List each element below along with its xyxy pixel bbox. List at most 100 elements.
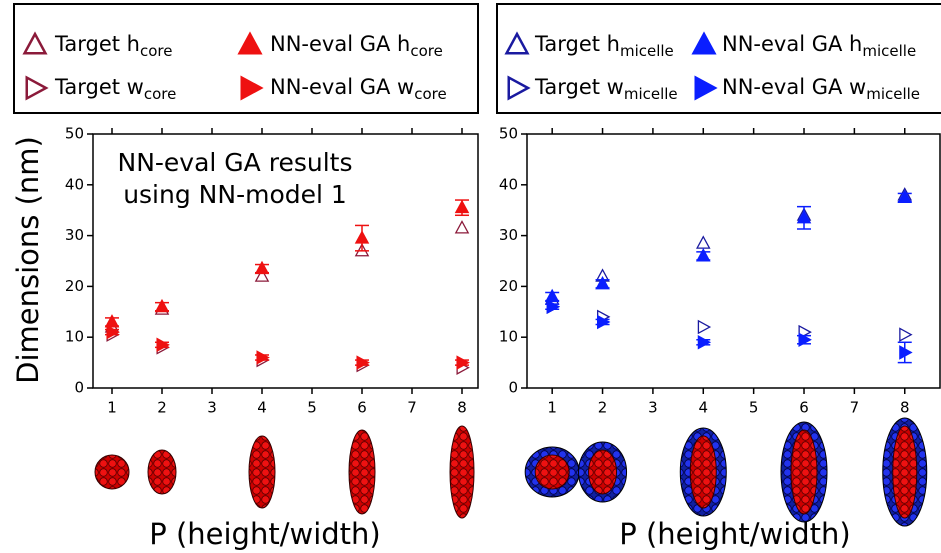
legend-box xyxy=(13,3,479,114)
data-point xyxy=(899,345,913,360)
data-point xyxy=(697,319,712,335)
y-tick-label: 50 xyxy=(499,125,518,143)
data-point xyxy=(696,235,711,249)
y-tick-label: 10 xyxy=(499,328,518,346)
legend-name: NN-eval GA h xyxy=(722,32,862,56)
data-point xyxy=(354,230,370,244)
legend-subscript: micelle xyxy=(866,85,920,103)
x-tick-label: 8 xyxy=(457,399,467,417)
legend-marker xyxy=(507,75,531,101)
x-tick-label: 1 xyxy=(107,399,117,417)
data-point xyxy=(697,335,712,350)
x-tick-label: 6 xyxy=(357,399,367,417)
legend-name: Target w xyxy=(534,75,624,99)
legend-subscript: micelle xyxy=(624,85,678,103)
legend-name: Target w xyxy=(54,75,144,99)
legend-marker xyxy=(694,75,718,101)
x-axis-label: P (height/width) xyxy=(149,517,380,551)
data-point xyxy=(256,350,270,365)
x-tick-label: 2 xyxy=(157,399,167,417)
legend-subscript: micelle xyxy=(862,42,916,60)
particle-core xyxy=(449,425,475,519)
data-point xyxy=(156,337,170,353)
y-tick-label: 40 xyxy=(65,175,84,193)
y-tick-label: 20 xyxy=(65,277,84,295)
x-tick-label: 4 xyxy=(257,399,267,417)
y-tick-label: 10 xyxy=(65,328,84,346)
legend-name: NN-eval GA w xyxy=(270,75,414,99)
legend-label: NN-eval GA wcore xyxy=(270,75,447,103)
legend-subscript: core xyxy=(410,42,443,60)
legend-marker xyxy=(25,75,49,101)
y-tick-label: 40 xyxy=(499,175,518,193)
y-tick-label: 0 xyxy=(508,379,518,397)
data-point xyxy=(356,355,370,370)
data-point xyxy=(454,199,470,214)
legend-marker xyxy=(691,31,717,55)
legend-name: Target h xyxy=(534,32,620,56)
annotation: NN-eval GA results xyxy=(118,148,353,177)
legend-subscript: micelle xyxy=(620,42,674,60)
y-tick-label: 30 xyxy=(65,226,84,244)
particle-core xyxy=(248,435,276,509)
data-point xyxy=(456,355,470,370)
legend-subscript: core xyxy=(140,42,173,60)
x-tick-label: 5 xyxy=(749,399,759,417)
legend-label: Target wcore xyxy=(54,75,176,103)
data-point xyxy=(354,242,370,257)
particle-core xyxy=(588,449,618,495)
y-tick-label: 50 xyxy=(65,125,84,143)
data-point xyxy=(798,332,812,348)
legend-marker xyxy=(22,31,48,55)
legend-name: Target h xyxy=(54,32,140,56)
plot-frame xyxy=(92,133,479,389)
data-point xyxy=(595,275,610,290)
data-point xyxy=(254,268,270,282)
x-axis-label: P (height/width) xyxy=(619,517,850,551)
particle-core xyxy=(147,449,177,495)
data-point xyxy=(254,260,270,275)
legend-label: Target wmicelle xyxy=(534,75,678,103)
data-point xyxy=(796,209,812,224)
x-tick-label: 3 xyxy=(648,399,658,417)
x-tick-label: 3 xyxy=(207,399,217,417)
legend-name: NN-eval GA w xyxy=(722,75,866,99)
legend-label: NN-eval GA hcore xyxy=(270,32,443,60)
x-tick-label: 7 xyxy=(850,399,860,417)
legend-marker xyxy=(504,31,530,55)
particle-core xyxy=(892,425,918,519)
legend-subscript: core xyxy=(414,85,447,103)
particle-core xyxy=(790,429,818,515)
x-tick-label: 6 xyxy=(799,399,809,417)
y-tick-label: 0 xyxy=(74,379,84,397)
x-tick-label: 8 xyxy=(900,399,910,417)
data-point xyxy=(454,220,470,234)
annotation: using NN-model 1 xyxy=(123,180,347,209)
data-point xyxy=(897,189,913,204)
legend-subscript: core xyxy=(144,85,177,103)
x-tick-label: 2 xyxy=(598,399,608,417)
data-point xyxy=(597,314,611,330)
legend-name: NN-eval GA h xyxy=(270,32,410,56)
x-tick-label: 5 xyxy=(307,399,317,417)
data-point xyxy=(106,324,120,340)
x-tick-label: 1 xyxy=(547,399,557,417)
particle-core xyxy=(534,454,570,490)
data-point xyxy=(546,299,561,314)
particle-core xyxy=(348,429,376,515)
y-tick-label: 20 xyxy=(499,277,518,295)
particle-core xyxy=(94,454,130,490)
legend-marker xyxy=(240,75,264,101)
plot-frame xyxy=(526,133,941,389)
data-point xyxy=(154,298,170,313)
y-axis-label: Dimensions (nm) xyxy=(11,136,45,384)
legend-label: NN-eval GA wmicelle xyxy=(722,75,920,103)
legend-marker xyxy=(237,31,263,55)
legend-label: Target hmicelle xyxy=(534,32,674,60)
legend-label: Target hcore xyxy=(54,32,172,60)
data-point xyxy=(104,314,120,328)
data-point xyxy=(696,248,711,262)
legend-label: NN-eval GA hmicelle xyxy=(722,32,916,60)
